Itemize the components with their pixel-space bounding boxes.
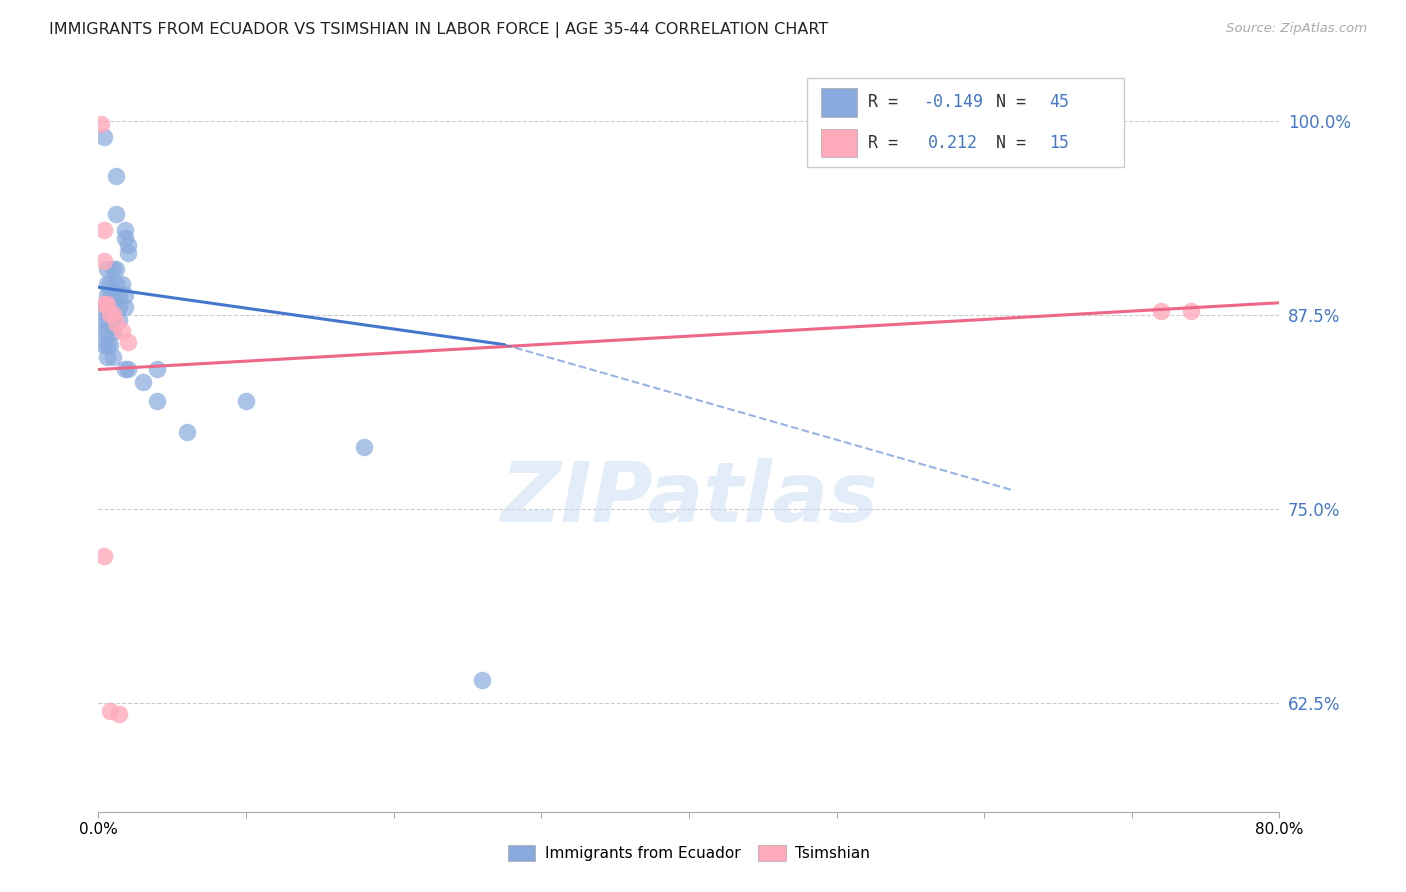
Text: 15: 15 (1049, 134, 1069, 152)
Text: 0.212: 0.212 (928, 134, 977, 152)
Point (114, 288, 136, 302)
Point (105, 207, 128, 221)
Point (103, 350, 125, 364)
Point (96, 261, 118, 276)
Point (103, 325, 125, 339)
Point (96, 297, 118, 311)
FancyBboxPatch shape (807, 78, 1123, 168)
Point (103, 313, 125, 327)
Point (176, 425, 198, 439)
Text: R =: R = (869, 93, 908, 111)
Point (114, 301, 136, 315)
Point (98, 704, 121, 718)
Point (103, 261, 125, 276)
Point (111, 324, 134, 338)
Point (93, 549, 115, 563)
Text: ZIPatlas: ZIPatlas (501, 458, 877, 540)
Legend: Immigrants from Ecuador, Tsimshian: Immigrants from Ecuador, Tsimshian (502, 839, 876, 867)
Point (96, 337, 118, 351)
Point (1150, 303, 1173, 318)
Point (103, 301, 125, 315)
Text: IMMIGRANTS FROM ECUADOR VS TSIMSHIAN IN LABOR FORCE | AGE 35-44 CORRELATION CHAR: IMMIGRANTS FROM ECUADOR VS TSIMSHIAN IN … (49, 22, 828, 38)
Point (105, 277, 128, 292)
Text: N =: N = (995, 134, 1036, 152)
Point (93, 253, 115, 268)
Point (103, 307, 125, 321)
Point (108, 301, 131, 315)
Point (93, 223, 115, 237)
Point (108, 706, 131, 721)
Point (93, 313, 115, 327)
Point (108, 288, 131, 302)
Point (103, 288, 125, 302)
Text: N =: N = (995, 93, 1036, 111)
Point (93, 301, 115, 315)
Point (117, 238, 139, 252)
Point (98, 288, 121, 302)
Point (96, 288, 118, 302)
Text: Source: ZipAtlas.com: Source: ZipAtlas.com (1226, 22, 1367, 36)
Point (98, 337, 121, 351)
Point (114, 230, 136, 244)
Point (96, 277, 118, 292)
Point (146, 362, 169, 376)
Point (111, 277, 134, 292)
Point (114, 223, 136, 237)
Point (90, 117, 112, 131)
Point (96, 313, 118, 327)
Point (235, 393, 257, 408)
Point (471, 673, 494, 687)
Point (105, 169, 128, 183)
Point (114, 362, 136, 376)
Point (105, 316, 128, 330)
Point (98, 301, 121, 315)
Point (93, 129, 115, 144)
Point (93, 325, 115, 339)
Point (108, 313, 131, 327)
Point (105, 261, 128, 276)
Point (117, 334, 139, 349)
Point (353, 440, 375, 454)
FancyBboxPatch shape (821, 88, 856, 117)
Text: -0.149: -0.149 (922, 93, 983, 111)
Point (96, 301, 118, 315)
FancyBboxPatch shape (821, 128, 856, 157)
Point (93, 337, 115, 351)
Point (93, 297, 115, 311)
Point (96, 350, 118, 364)
Text: R =: R = (869, 134, 918, 152)
Point (98, 277, 121, 292)
Point (1180, 303, 1202, 318)
Point (132, 375, 155, 389)
Point (98, 307, 121, 321)
Text: 45: 45 (1049, 93, 1069, 111)
Point (117, 362, 139, 376)
Point (146, 393, 169, 408)
Point (96, 325, 118, 339)
Point (117, 246, 139, 260)
